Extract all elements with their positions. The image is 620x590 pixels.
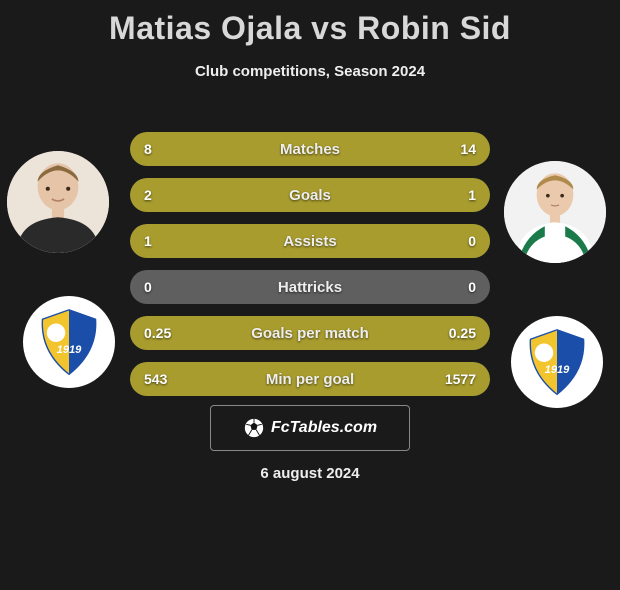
player-left-avatar	[7, 151, 109, 253]
stat-label: Goals per match	[130, 316, 490, 350]
stat-label: Matches	[130, 132, 490, 166]
stats-container: 814Matches 21Goals 10Assists 00Hattricks 0.2…	[130, 132, 490, 396]
page-title: Matias Ojala vs Robin Sid	[0, 10, 620, 47]
crest-year: 1919	[57, 344, 83, 356]
avatar-left-icon	[7, 151, 109, 253]
date-label: 6 august 2024	[0, 465, 620, 482]
crest-right-icon: 1919	[520, 325, 594, 399]
crest-left-icon: 1919	[32, 305, 106, 379]
avatar-right-icon	[504, 161, 606, 263]
player-right-avatar	[504, 161, 606, 263]
subtitle: Club competitions, Season 2024	[0, 63, 620, 80]
crest-year: 1919	[545, 364, 571, 376]
stat-label: Hattricks	[130, 270, 490, 304]
brand-badge[interactable]: FcTables.com	[210, 405, 410, 451]
stat-row: 5431577Min per goal	[130, 362, 490, 396]
club-left-crest: 1919	[23, 296, 115, 388]
brand-label: FcTables.com	[271, 419, 377, 437]
stat-label: Goals	[130, 178, 490, 212]
stat-row: 10Assists	[130, 224, 490, 258]
stat-row: 814Matches	[130, 132, 490, 166]
stat-row: 00Hattricks	[130, 270, 490, 304]
stat-row: 0.250.25Goals per match	[130, 316, 490, 350]
soccer-ball-icon	[243, 417, 265, 439]
stat-label: Assists	[130, 224, 490, 258]
stat-row: 21Goals	[130, 178, 490, 212]
club-right-crest: 1919	[511, 316, 603, 408]
stat-label: Min per goal	[130, 362, 490, 396]
